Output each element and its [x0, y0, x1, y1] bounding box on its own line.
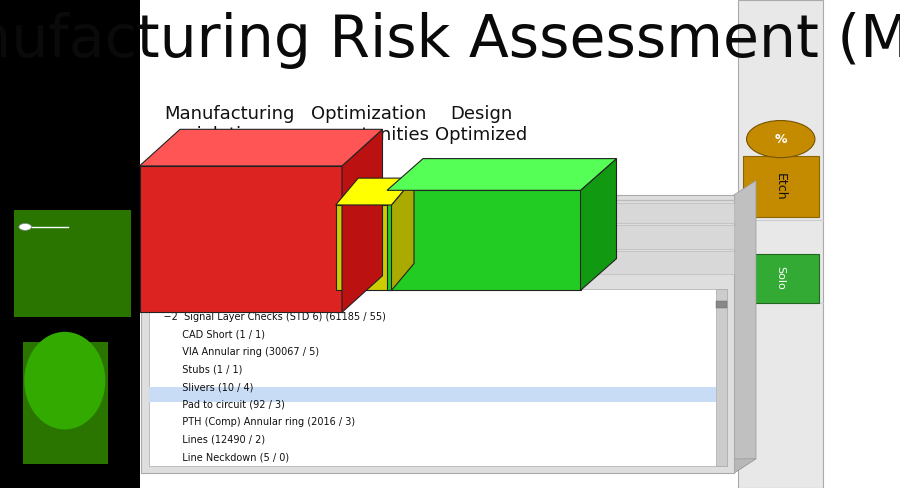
Text: −2  fabrication (61303 / 110): −2 fabrication (61303 / 110)	[151, 294, 293, 304]
Bar	[209, 230, 227, 245]
Bar	[258, 256, 285, 270]
Polygon shape	[150, 208, 285, 221]
Bar	[524, 206, 549, 221]
Polygon shape	[336, 205, 392, 290]
Polygon shape	[336, 178, 414, 205]
Polygon shape	[141, 195, 734, 473]
Bar	[362, 230, 383, 245]
Polygon shape	[141, 251, 734, 274]
Text: Pad to circuit (92 / 3): Pad to circuit (92 / 3)	[151, 400, 285, 409]
Text: −2  Signal Layer Checks (STD 6) (61185 / 55): −2 Signal Layer Checks (STD 6) (61185 / …	[151, 312, 386, 322]
Polygon shape	[387, 159, 616, 190]
Text: PTH (Comp) Annular ring (2016 / 3): PTH (Comp) Annular ring (2016 / 3)	[151, 417, 356, 427]
Polygon shape	[141, 203, 734, 223]
Polygon shape	[148, 289, 727, 466]
Bar	[398, 206, 423, 221]
Polygon shape	[140, 166, 342, 312]
Text: Manufacturing Risk Assessment (MRA): Manufacturing Risk Assessment (MRA)	[0, 12, 900, 69]
Bar	[326, 207, 337, 218]
Polygon shape	[580, 159, 616, 290]
Text: Design
Optimized: Design Optimized	[436, 105, 527, 144]
Bar	[302, 207, 321, 218]
Bar	[411, 230, 433, 245]
Text: Line Neckdown (5 / 0): Line Neckdown (5 / 0)	[151, 452, 289, 462]
Bar	[204, 256, 226, 270]
Text: Stubs (1 / 1): Stubs (1 / 1)	[151, 365, 243, 374]
Polygon shape	[392, 178, 414, 290]
Bar	[176, 230, 197, 245]
Bar	[341, 207, 361, 218]
Bar	[386, 230, 408, 245]
Bar	[230, 256, 251, 270]
Bar	[150, 256, 174, 270]
Circle shape	[19, 224, 32, 230]
Text: Solo: Solo	[776, 266, 786, 290]
Bar	[716, 301, 727, 308]
Bar	[742, 254, 819, 303]
Bar	[150, 230, 172, 245]
Bar	[177, 256, 201, 270]
Text: %: %	[775, 133, 787, 145]
Text: Manufacturing
violations: Manufacturing violations	[165, 105, 294, 144]
Bar	[429, 206, 454, 221]
Polygon shape	[141, 459, 756, 473]
Circle shape	[746, 121, 815, 158]
Text: ▼: ▼	[281, 212, 285, 217]
Bar	[254, 230, 272, 245]
Bar	[231, 230, 249, 245]
Text: CAD Short (1 / 1): CAD Short (1 / 1)	[151, 329, 266, 339]
Bar	[292, 256, 312, 270]
Text: Lines (12490 / 2): Lines (12490 / 2)	[151, 435, 266, 445]
Bar	[492, 206, 517, 221]
Ellipse shape	[24, 332, 105, 429]
Polygon shape	[14, 210, 130, 317]
Bar	[461, 206, 486, 221]
Polygon shape	[140, 129, 382, 166]
Polygon shape	[734, 181, 756, 473]
Text: Etch: Etch	[774, 173, 788, 201]
Text: VIA Annular ring (30067 / 5): VIA Annular ring (30067 / 5)	[151, 347, 320, 357]
Text: Slivers (10 / 4): Slivers (10 / 4)	[151, 382, 254, 392]
Polygon shape	[738, 0, 824, 488]
Bar	[335, 230, 356, 245]
Text: Filter:  |...: Filter: |...	[152, 210, 188, 219]
Bar	[716, 289, 727, 466]
Bar	[276, 230, 294, 245]
Bar	[366, 206, 392, 221]
Polygon shape	[342, 129, 382, 312]
Polygon shape	[141, 225, 734, 249]
Polygon shape	[387, 190, 580, 290]
Bar	[148, 387, 716, 402]
Bar	[302, 230, 319, 245]
Polygon shape	[0, 0, 140, 488]
Polygon shape	[22, 342, 108, 464]
Bar	[742, 156, 819, 217]
Text: Optimization
opportunities: Optimization opportunities	[309, 105, 429, 144]
Bar	[316, 256, 334, 270]
